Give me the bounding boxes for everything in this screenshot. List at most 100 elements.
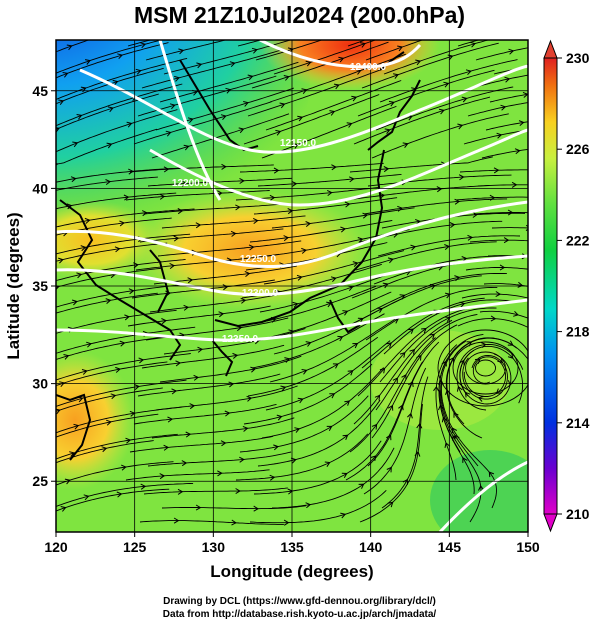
streamline [253, 197, 398, 215]
streamline-arrow [338, 56, 345, 63]
streamline-arrow [384, 128, 391, 135]
streamline [129, 435, 274, 453]
streamline-arrow [183, 144, 190, 151]
contour-label: 12150.0 [280, 138, 317, 149]
streamline [56, 387, 163, 412]
streamline-arrow [178, 48, 185, 55]
streamline-arrow [232, 352, 239, 359]
streamline-arrow [344, 201, 351, 208]
streamline [375, 86, 514, 131]
streamline-arrow [329, 393, 336, 399]
streamline-arrow [499, 264, 506, 271]
colorbar-tick-label: 222 [566, 232, 590, 248]
streamline-arrow [76, 114, 83, 120]
streamline-arrow [288, 329, 295, 336]
x-tick-label: 135 [280, 539, 304, 555]
vortex-streamline [452, 341, 519, 395]
streamline-arrow [56, 127, 60, 133]
contour-label: 12300.0 [242, 288, 279, 299]
colorbar-tick-label: 230 [566, 50, 590, 66]
streamline [363, 367, 427, 495]
vortex-streamline [437, 329, 528, 407]
contour-labels: 12150.0 12200.0 12250.0 12300.0 12350.0 12400… [172, 62, 387, 345]
streamline-arrow [283, 75, 290, 81]
streamline [159, 61, 299, 103]
streamline-arrow [171, 388, 178, 395]
streamline-arrow [326, 425, 333, 432]
x-tick-label: 120 [44, 539, 68, 555]
streamline-arrow [305, 221, 312, 227]
streamline [56, 167, 181, 183]
streamline-arrow [444, 316, 451, 322]
streamline [353, 96, 491, 145]
streamline-arrow [371, 423, 378, 430]
streamline [56, 217, 172, 236]
streamline-arrow [66, 44, 73, 51]
streamline-arrow [119, 220, 125, 227]
streamline [143, 203, 288, 215]
streamline [373, 255, 515, 285]
streamline-arrow [163, 166, 170, 173]
streamline-arrow [187, 117, 194, 124]
streamline-arrow [73, 423, 80, 430]
streamline [345, 185, 490, 201]
streamline-arrow [301, 369, 308, 375]
streamline-arrow [490, 315, 497, 322]
streamline-arrow [169, 262, 176, 269]
x-tick-label: 145 [438, 539, 462, 555]
streamline-arrow [438, 108, 445, 115]
streamline-arrow [86, 341, 92, 348]
streamline [435, 344, 458, 481]
streamline-arrow [270, 35, 275, 40]
streamline-arrow [141, 210, 148, 217]
streamline-arrow [451, 427, 458, 434]
streamline-arrow [119, 340, 126, 347]
streamline [127, 305, 271, 327]
streamline-arrow [503, 237, 510, 244]
streamline-arrow [235, 204, 241, 211]
colorbar-tick-label: 210 [566, 506, 590, 522]
streamline-arrow [357, 317, 364, 324]
streamline [439, 390, 482, 523]
streamline-arrow [305, 60, 312, 67]
x-axis-ticks: 120 125 130 135 140 145 150 [44, 532, 540, 555]
streamline-arrow [401, 374, 407, 380]
streamline-arrow [340, 512, 347, 519]
streamline-arrow [269, 474, 276, 481]
streamline-arrow [105, 179, 112, 185]
streamline-arrow [283, 235, 290, 242]
streamline [263, 250, 405, 285]
streamline-arrow [140, 42, 147, 49]
streamline [56, 192, 177, 210]
streamline-arrow [511, 181, 518, 188]
streamline-arrow [238, 127, 245, 134]
streamline-arrow [370, 455, 377, 461]
streamline [159, 355, 302, 383]
streamline-arrow [393, 73, 399, 79]
y-tick-label: 40 [32, 180, 48, 196]
streamline [259, 270, 399, 313]
streamline-arrow [324, 461, 331, 467]
streamline-arrow [387, 501, 394, 508]
y-axis-ticks: 25 30 35 40 45 [32, 83, 56, 489]
streamline-arrow [342, 434, 349, 440]
streamline-arrow [507, 209, 514, 216]
streamline [243, 363, 373, 425]
streamline-arrow [220, 114, 227, 121]
x-tick-label: 130 [202, 539, 226, 555]
streamline-arrow [196, 62, 203, 69]
streamline-arrow [500, 104, 507, 111]
streamline [461, 293, 528, 299]
streamline [137, 373, 281, 397]
streamline-arrow [297, 115, 304, 122]
streamline-arrow [383, 166, 390, 173]
contour-label: 12250.0 [240, 254, 277, 265]
streamline [349, 337, 436, 453]
streamline [56, 379, 187, 407]
streamline-arrow [126, 121, 133, 128]
streamline [469, 239, 528, 243]
streamline [155, 87, 294, 131]
streamline-arrow [351, 95, 358, 102]
streamline-arrow [386, 342, 392, 348]
streamline-arrow [330, 276, 337, 283]
